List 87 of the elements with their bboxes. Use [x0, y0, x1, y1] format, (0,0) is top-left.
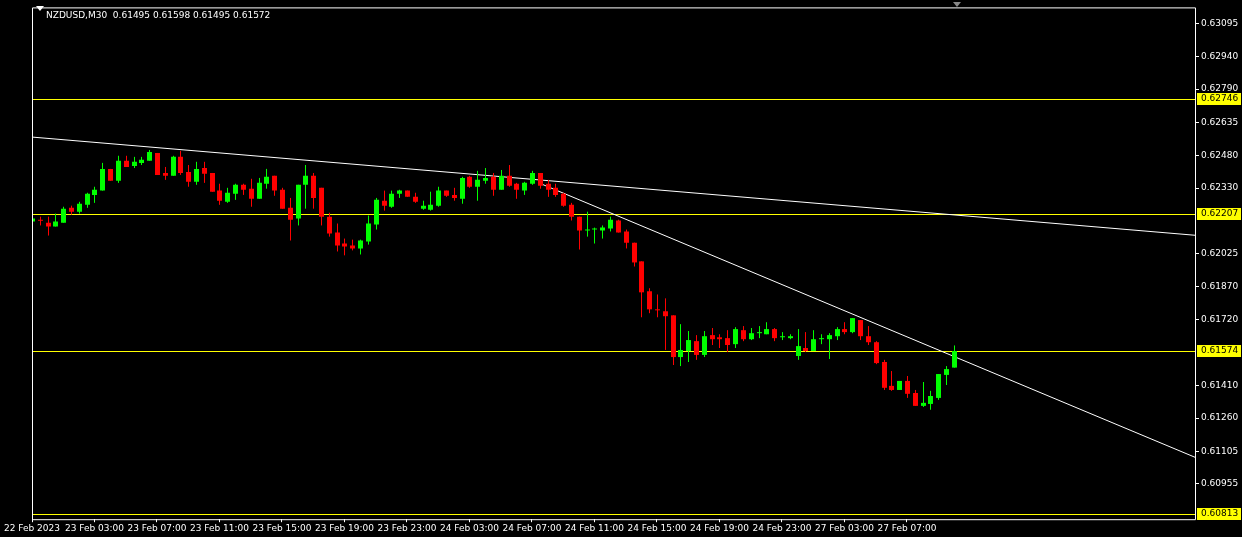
candlestick: [803, 331, 808, 353]
y-tick-label: 0.61720: [1201, 313, 1239, 324]
x-tick-label: 27 Feb 03:00: [814, 522, 875, 533]
candlestick: [186, 164, 191, 188]
candlestick: [858, 319, 863, 341]
y-tick-label: 0.61410: [1201, 380, 1239, 391]
candlestick: [678, 323, 683, 367]
candlestick: [288, 197, 293, 242]
candlestick: [796, 328, 801, 361]
candlestick: [257, 177, 262, 200]
candlestick: [460, 176, 465, 205]
chart-title: NZDUSD,M30 0.61495 0.61598 0.61495 0.61572: [46, 9, 271, 20]
candlestick: [335, 223, 340, 252]
candlestick: [889, 370, 894, 392]
x-tick-label: 23 Feb 03:00: [64, 522, 125, 533]
candlestick: [874, 340, 879, 365]
candlestick: [944, 365, 949, 386]
candlestick: [952, 344, 957, 369]
y-tick-label: 0.62635: [1201, 116, 1239, 127]
x-tick-label: 23 Feb 11:00: [189, 522, 250, 533]
candlestick: [178, 150, 183, 176]
x-tick-label: 23 Feb 15:00: [252, 522, 312, 533]
candlestick: [733, 326, 738, 349]
x-tick-label: 23 Feb 19:00: [314, 522, 375, 533]
candlestick: [585, 211, 590, 238]
candlestick: [46, 216, 51, 237]
candlestick: [499, 169, 504, 191]
candlestick: [702, 330, 707, 358]
x-tick-label: 24 Feb 19:00: [689, 522, 750, 533]
candlestick: [928, 390, 933, 411]
y-tick-label: 0.62940: [1201, 51, 1239, 62]
x-tick-label: 24 Feb 15:00: [627, 522, 687, 533]
x-tick-label: 24 Feb 03:00: [439, 522, 500, 533]
candlestick: [194, 161, 199, 186]
candlestick: [264, 168, 269, 190]
candlestick: [866, 325, 871, 346]
candlestick: [249, 178, 254, 208]
y-tick-label: 0.63095: [1201, 17, 1239, 28]
x-tick-label: 27 Feb 07:00: [877, 522, 937, 533]
candlestick: [694, 334, 699, 361]
candlestick: [171, 155, 176, 177]
candlestick: [382, 190, 387, 212]
y-tick-label: 0.62330: [1201, 182, 1239, 193]
y-tick-label: 0.62480: [1201, 150, 1239, 161]
ref-line-label: 0.60813: [1201, 508, 1239, 519]
ref-line-label: 0.61574: [1201, 345, 1239, 356]
x-tick-label: 24 Feb 23:00: [752, 522, 812, 533]
ref-line-label: 0.62207: [1201, 208, 1239, 219]
candlestick: [905, 375, 910, 399]
y-tick-label: 0.62790: [1201, 83, 1239, 94]
candlestick: [491, 172, 496, 197]
candlestick: [280, 187, 285, 210]
candlestick: [725, 329, 730, 353]
candlestick: [100, 162, 105, 192]
candlestick: [327, 212, 332, 238]
candlestick: [647, 287, 652, 314]
candlestick: [624, 229, 629, 249]
candlestick: [217, 183, 222, 206]
x-tick-label: 22 Feb 2023: [3, 522, 61, 533]
candlestick: [428, 191, 433, 212]
candlestick: [921, 381, 926, 408]
candlestick: [827, 332, 832, 360]
candlestick: [436, 186, 441, 208]
candlestick: [577, 216, 582, 251]
candlestick: [311, 172, 316, 210]
x-tick-label: 23 Feb 23:00: [377, 522, 437, 533]
x-tick-label: 24 Feb 11:00: [564, 522, 625, 533]
candlestick: [507, 164, 512, 188]
candlestick: [663, 297, 668, 351]
y-tick-label: 0.62025: [1201, 247, 1239, 258]
candlestick: [757, 325, 762, 339]
y-tick-label: 0.61260: [1201, 412, 1239, 423]
candlestick: [686, 330, 691, 363]
candlestick: [116, 155, 121, 184]
candlestick: [655, 293, 660, 318]
candlestick: [366, 215, 371, 246]
x-tick-label: 24 Feb 07:00: [502, 522, 562, 533]
candlestick: [819, 333, 824, 345]
candlestick: [202, 161, 207, 184]
y-tick-label: 0.60955: [1201, 478, 1239, 489]
x-tick-label: 23 Feb 07:00: [127, 522, 187, 533]
y-tick-label: 0.61870: [1201, 281, 1239, 292]
candlestick: [303, 164, 308, 210]
y-tick-label: 0.61105: [1201, 445, 1239, 456]
ref-line-label: 0.62746: [1201, 93, 1239, 104]
candlestick: [475, 170, 480, 202]
candlestick: [936, 373, 941, 401]
